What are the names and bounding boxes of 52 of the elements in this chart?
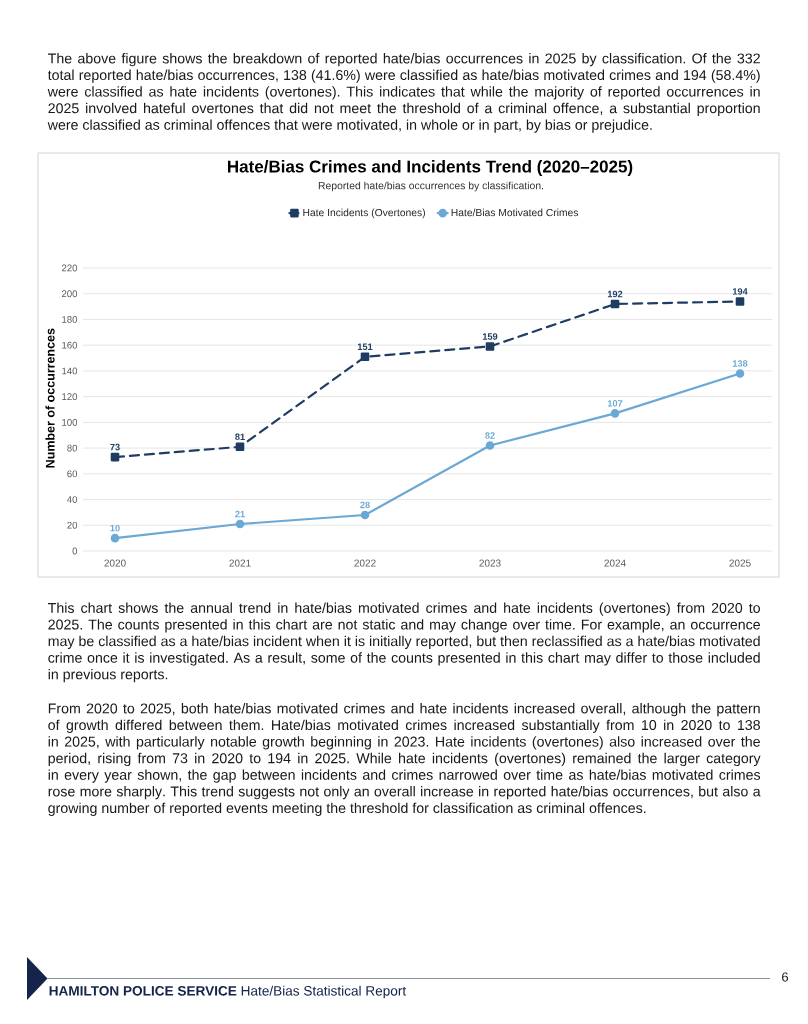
- point: [110, 533, 120, 543]
- x-tick-label: 2024: [604, 559, 626, 567]
- y-axis-title: Number of occurrences: [45, 328, 55, 468]
- point: [360, 352, 370, 362]
- data-label: 151: [357, 343, 373, 350]
- point: [235, 442, 245, 452]
- y-tick-label: 200: [61, 290, 78, 298]
- y-tick-label: 120: [62, 393, 78, 401]
- y-tick-label: 40: [67, 496, 78, 503]
- y-tick-label: 0: [72, 547, 78, 555]
- point: [735, 297, 745, 306]
- point: [360, 510, 370, 520]
- data-label: 21: [235, 510, 245, 518]
- y-tick-label: 100: [62, 418, 78, 426]
- point: [110, 452, 120, 462]
- text: From 2020 to 2025, both hate/bias motivated crimes and hate incidents increased overall, although the pattern of growth differed between them. Hate/bias motivated crimes increased substantially from 10 in 2020 to 138 in 2025, with particularly notable growth beginning in 2023. Hate incidents (overtones) also increased over the period, rising from 73 in 2020 to 194 in 2025. While hate incidents (overtones) remained the larger category in every year shown, the gap between incidents and crimes narrowed over time as hate/bias motivated crimes rose more sharply. This trend suggests not only an overall increase in reported hate/bias occurrences, but also a growing number of reported events meeting the threshold for classification as criminal offences.: [48, 703, 761, 816]
- text: 6: [782, 972, 789, 982]
- point: [610, 299, 620, 309]
- legend-label: Hate/Bias Motivated Crimes: [451, 208, 579, 217]
- legend-label: Hate Incidents (Overtones): [303, 208, 425, 219]
- y-tick-label: 80: [67, 444, 78, 452]
- data-label: 81: [235, 433, 245, 441]
- x-tick-label: 2022: [354, 559, 376, 567]
- y-tick-label: 180: [62, 316, 78, 323]
- point: [735, 369, 745, 378]
- text: The above figure shows the breakdown of reported hate/bias occurrences in 2025 by classification. Of the 332 total reported hate/bias occurrences, 138 (41.6%) were classified as hate/bias motivated crimes and 194 (58.4%) were classified as hate incidents (overtones). This indicates that while the majority of reported occurrences in 2025 involved hateful overtones that did not meet the threshold of a criminal offence, a substantial proportion were classified as criminal offences that were motivated, in whole or in part, by bias or prejudice.: [47, 53, 760, 133]
- data-label: 82: [485, 432, 495, 439]
- data-label: 194: [732, 288, 748, 295]
- y-tick-label: 220: [61, 264, 78, 272]
- data-label: 107: [607, 400, 623, 407]
- y-tick-label: 60: [67, 470, 78, 478]
- data-label: 28: [360, 501, 370, 509]
- x-tick-label: 2020: [104, 559, 126, 567]
- x-tick-label: 2023: [479, 559, 501, 567]
- text: This chart shows the annual trend in hate/bias motivated crimes and hate incidents (overtones) from 2020 to 2025. The counts presented in this chart are not static and may change over time. For example, an occurrence may be classified as a hate/bias incident when it is initially reported, but then reclassified as a hate/bias motivated crime once it is investigated. As a result, some of the counts presented in this chart may differ to those included in previous reports.: [48, 602, 760, 683]
- y-tick-label: 140: [62, 367, 78, 375]
- x-tick-label: 2021: [229, 559, 251, 567]
- point: [235, 519, 245, 529]
- point: [610, 409, 620, 418]
- x-tick-label: 2025: [729, 559, 751, 567]
- point: [485, 342, 495, 351]
- data-label: 10: [110, 524, 120, 532]
- point: [485, 441, 495, 450]
- text: HAMILTON POLICE SERVICE Hate/Bias Statistical Report: [49, 985, 407, 999]
- data-label: 159: [482, 333, 498, 340]
- data-label: 192: [607, 290, 623, 298]
- data-label: 138: [732, 360, 748, 367]
- chart-subtitle: Reported hate/bias occurrences by classification.: [318, 181, 544, 192]
- chart-title: Hate/Bias Crimes and Incidents Trend (2020–2025): [228, 160, 633, 176]
- y-tick-label: 160: [62, 341, 78, 349]
- y-tick-label: 20: [67, 521, 78, 529]
- data-label: 73: [110, 443, 120, 451]
